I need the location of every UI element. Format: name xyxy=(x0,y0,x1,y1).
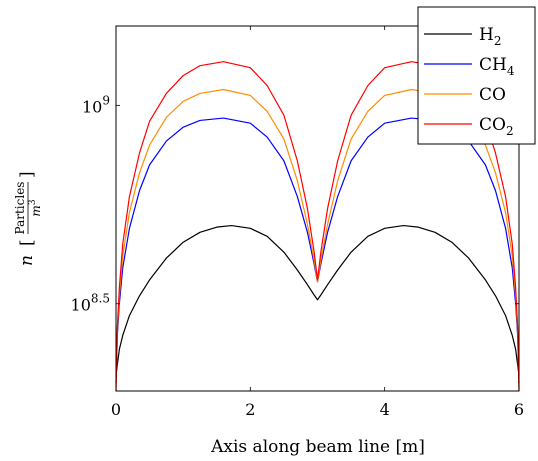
plot-frame xyxy=(115,25,520,392)
series-line-co xyxy=(115,88,520,388)
legend-box xyxy=(417,6,536,145)
y-axis-label-denominator: m3 xyxy=(28,199,43,216)
y-tick-label: 108.5 xyxy=(71,292,110,315)
y-axis-label: n [ Particles m3 ] xyxy=(13,171,43,266)
x-axis-label: Axis along beam line [m] xyxy=(210,437,425,457)
x-tick-label: 0 xyxy=(111,400,121,419)
y-tick-label: 109 xyxy=(82,93,110,116)
legend-label-co2: CO2 xyxy=(479,115,514,138)
y-axis-label-bracket-close: ] xyxy=(17,171,37,178)
x-tick-label: 4 xyxy=(380,400,390,419)
x-tick-label: 6 xyxy=(514,400,524,419)
legend: H2 CH4 CO CO2 xyxy=(417,6,536,145)
y-axis-ticks: 108.5 109 xyxy=(71,93,519,315)
series-line-h2 xyxy=(115,224,520,376)
y-axis-label-numerator: Particles xyxy=(13,182,27,235)
x-tick-label: 2 xyxy=(245,400,255,419)
legend-label-h2: H2 xyxy=(479,25,501,48)
y-axis-label-bracket-open: [ xyxy=(17,239,37,246)
series-line-ch4 xyxy=(115,117,520,384)
y-axis-label-n: n xyxy=(17,255,37,266)
legend-label-ch4: CH4 xyxy=(479,55,515,78)
legend-label-co: CO xyxy=(479,85,506,105)
